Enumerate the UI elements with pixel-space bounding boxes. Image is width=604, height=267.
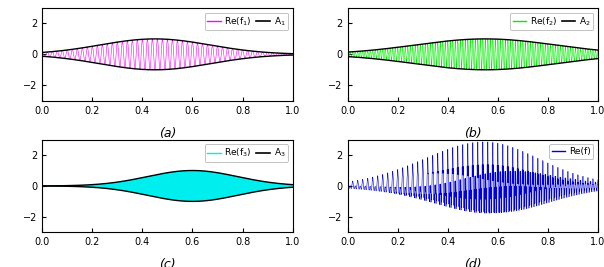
- Legend: Re(f$_3$), A$_3$: Re(f$_3$), A$_3$: [205, 144, 288, 162]
- Legend: Re(f$_2$), A$_2$: Re(f$_2$), A$_2$: [510, 13, 594, 30]
- Legend: Re(f$_1$), A$_1$: Re(f$_1$), A$_1$: [205, 13, 288, 30]
- Text: (b): (b): [464, 127, 481, 140]
- Text: (d): (d): [464, 258, 481, 267]
- Legend: Re(f): Re(f): [549, 144, 594, 159]
- Text: (c): (c): [159, 258, 176, 267]
- Text: (a): (a): [159, 127, 176, 140]
